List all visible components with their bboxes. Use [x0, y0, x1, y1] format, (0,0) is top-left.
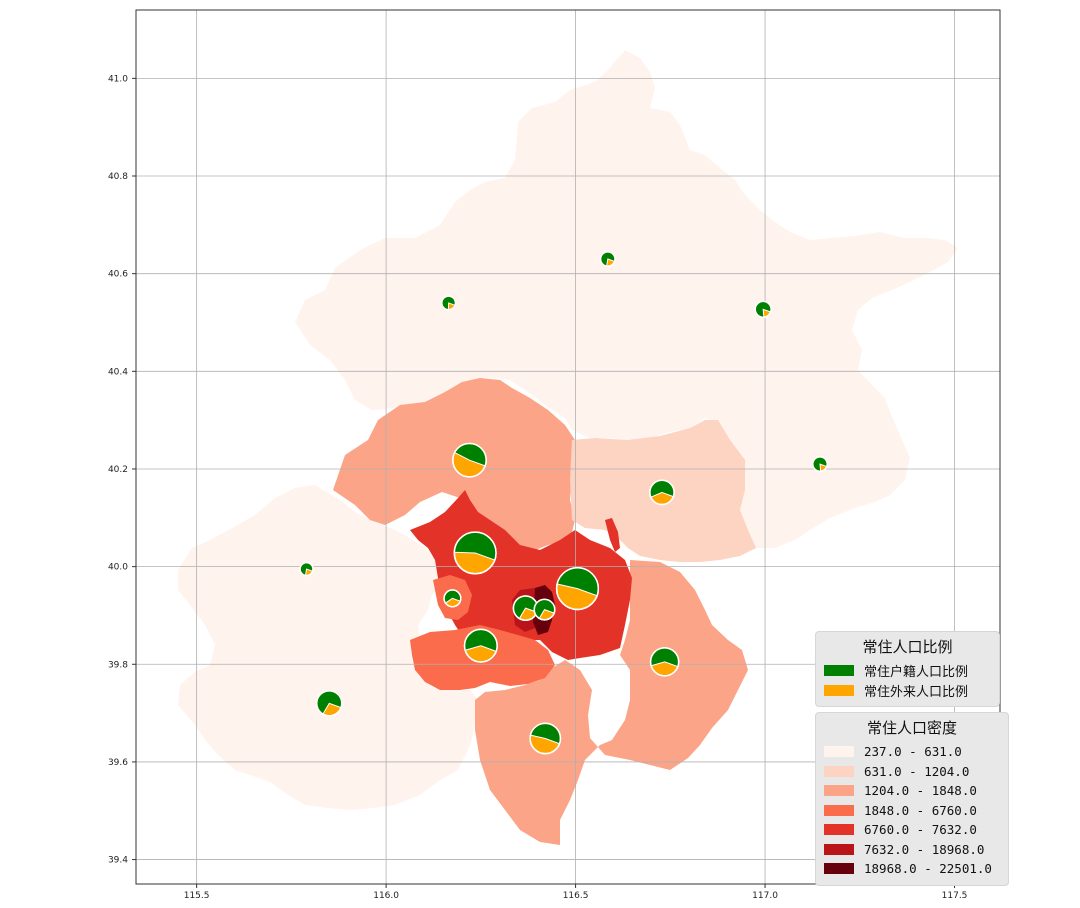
density-item-1: 237.0 - 631.0	[824, 742, 1000, 762]
y-axis-ticks: 39.4 39.6 39.8 40.0 40.2 40.4 40.6 40.8 41.0	[108, 74, 136, 866]
pie-海淀	[453, 531, 497, 575]
density-label-1: 237.0 - 631.0	[864, 744, 962, 760]
pie-layer	[299, 251, 828, 755]
x-tick-label: 117.5	[942, 891, 968, 901]
pie-outline	[443, 589, 462, 608]
district-north	[295, 50, 958, 548]
pie-outline	[441, 295, 457, 311]
x-tick-label: 117.0	[752, 891, 778, 901]
density-item-2: 631.0 - 1204.0	[824, 762, 1000, 782]
density-item-3: 1204.0 - 1848.0	[824, 781, 1000, 801]
district-center-red	[410, 490, 632, 660]
pie-outline	[452, 442, 487, 478]
pie-outline	[649, 479, 675, 506]
x-tick-label: 115.5	[184, 891, 210, 901]
legend-item-huji: 常住户籍人口比例	[824, 661, 991, 681]
density-item-6: 7632.0 - 18968.0	[824, 840, 1000, 860]
pie-outline	[649, 647, 680, 677]
density-legend: 常住人口密度 237.0 - 631.0 631.0 - 1204.0 1204…	[815, 712, 1009, 886]
district-southeast	[475, 560, 748, 845]
wailai-swatch	[824, 684, 854, 696]
density-swatch-3	[824, 785, 854, 797]
ratio-legend: 常住人口比例 常住户籍人口比例 常住外来人口比例	[815, 631, 1000, 707]
pie-密云	[754, 300, 772, 319]
x-tick-label: 116.0	[373, 891, 399, 901]
legend-label-huji: 常住户籍人口比例	[864, 665, 969, 681]
pie-昌平	[452, 442, 487, 478]
density-swatch-4	[824, 804, 854, 816]
y-tick-label: 40.6	[108, 270, 128, 280]
pie-门头沟	[299, 561, 314, 577]
y-tick-label: 39.8	[108, 660, 128, 670]
density-label-5: 6760.0 - 7632.0	[864, 822, 977, 838]
pie-outline	[533, 598, 556, 621]
density-swatch-5	[824, 824, 854, 836]
pie-通州	[649, 647, 680, 677]
y-tick-label: 39.4	[108, 856, 128, 866]
pie-怀柔	[599, 251, 616, 267]
pie-平谷	[812, 456, 828, 473]
pie-大兴	[529, 722, 562, 755]
density-item-7: 18968.0 - 22501.0	[824, 859, 1000, 879]
density-swatch-2	[824, 765, 854, 777]
pie-朝阳	[555, 567, 600, 611]
density-label-4: 1848.0 - 6760.0	[864, 802, 977, 818]
pie-石景山	[443, 589, 462, 608]
density-swatch-6	[824, 843, 854, 855]
density-item-5: 6760.0 - 7632.0	[824, 820, 1000, 840]
y-tick-label: 40.8	[108, 172, 128, 182]
y-tick-label: 40.2	[108, 465, 128, 475]
y-tick-label: 39.6	[108, 758, 128, 768]
density-label-2: 631.0 - 1204.0	[864, 763, 970, 779]
pie-延庆	[441, 295, 457, 311]
density-item-4: 1848.0 - 6760.0	[824, 801, 1000, 821]
district-enclave	[605, 518, 620, 552]
density-label-6: 7632.0 - 18968.0	[864, 841, 985, 857]
ratio-legend-title: 常住人口比例	[862, 638, 953, 656]
density-swatch-7	[824, 863, 854, 875]
pie-东城	[533, 598, 556, 621]
plot-frame	[135, 9, 1001, 885]
x-axis-ticks: 115.5 116.0 116.5 117.0 117.5	[184, 884, 968, 901]
pie-outline	[529, 722, 562, 755]
pie-outline	[812, 456, 828, 473]
density-swatch-1	[824, 746, 854, 758]
y-tick-label: 40.4	[108, 367, 128, 377]
density-label-7: 18968.0 - 22501.0	[864, 861, 992, 877]
density-legend-title: 常住人口密度	[866, 719, 957, 737]
x-tick-label: 116.5	[563, 891, 589, 901]
pie-outline	[299, 561, 314, 577]
pie-outline	[453, 531, 497, 575]
y-tick-label: 40.0	[108, 563, 128, 573]
grid-lines	[136, 10, 1000, 884]
pie-outline	[555, 567, 600, 611]
pie-outline	[463, 628, 498, 663]
legend-item-wailai: 常住外来人口比例	[824, 681, 991, 701]
pie-房山	[316, 690, 343, 717]
pie-outline	[316, 690, 343, 717]
density-label-3: 1204.0 - 1848.0	[864, 783, 977, 799]
pie-顺义	[649, 479, 675, 506]
y-tick-label: 41.0	[108, 74, 128, 84]
huji-swatch	[824, 665, 854, 677]
pie-丰台	[463, 628, 498, 663]
pie-outline	[599, 251, 616, 267]
pie-outline	[754, 300, 772, 319]
legend-label-wailai: 常住外来人口比例	[864, 684, 969, 700]
